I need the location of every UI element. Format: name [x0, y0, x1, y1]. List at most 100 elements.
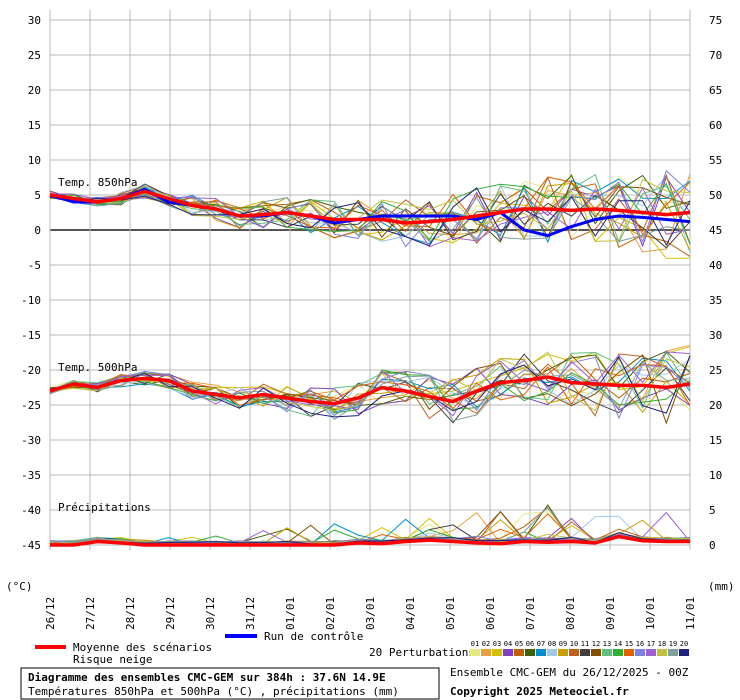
right-tick-label: 75: [709, 14, 722, 27]
member-swatch-07: [536, 649, 546, 656]
member-swatch-06: [525, 649, 535, 656]
panel-label-t850: Temp. 850hPa: [58, 176, 137, 189]
copyright: Copyright 2025 Meteociel.fr: [450, 685, 629, 698]
x-tick-label: 11/01: [684, 597, 697, 630]
x-tick-label: 28/12: [124, 597, 137, 630]
member-swatch-12: [591, 649, 601, 656]
x-tick-label: 07/01: [524, 597, 537, 630]
left-tick-label: -5: [28, 259, 41, 272]
member-number-07: 07: [537, 640, 545, 648]
member-5-t500-line: [49, 354, 691, 404]
x-tick-label: 01/01: [284, 597, 297, 630]
right-tick-label: 10: [709, 469, 722, 482]
member-swatch-08: [547, 649, 557, 656]
left-tick-label: -10: [21, 294, 41, 307]
x-tick-label: 09/01: [604, 597, 617, 630]
member-swatch-04: [503, 649, 513, 656]
right-tick-label: 0: [709, 539, 716, 552]
member-number-13: 13: [603, 640, 611, 648]
left-tick-label: -15: [21, 329, 41, 342]
member-number-12: 12: [592, 640, 600, 648]
member-swatch-03: [492, 649, 502, 656]
x-tick-label: 02/01: [324, 597, 337, 630]
member-number-10: 10: [570, 640, 578, 648]
member-number-06: 06: [526, 640, 534, 648]
member-swatch-14: [613, 649, 623, 656]
plot-grid: [49, 10, 691, 550]
member-swatch-15: [624, 649, 634, 656]
right-tick-label: 15: [709, 434, 722, 447]
member-number-19: 19: [669, 640, 677, 648]
member-number-03: 03: [493, 640, 501, 648]
member-number-14: 14: [614, 640, 622, 648]
left-tick-label: 20: [28, 84, 41, 97]
member-swatch-20: [679, 649, 689, 656]
legend-mean-label: Moyenne des scénarios: [73, 641, 212, 654]
x-tick-label: 26/12: [44, 597, 57, 630]
mean-precip-line: [50, 534, 690, 547]
axis-ticks: 302520151050-5-10-15-20-25-30-35-40-4575…: [21, 14, 722, 630]
member-number-01: 01: [471, 640, 479, 648]
member-number-17: 17: [647, 640, 655, 648]
member-swatch-18: [657, 649, 667, 656]
x-tick-label: 30/12: [204, 597, 217, 630]
member-number-09: 09: [559, 640, 567, 648]
left-tick-label: 25: [28, 49, 41, 62]
left-tick-label: -20: [21, 364, 41, 377]
left-tick-label: 10: [28, 154, 41, 167]
member-18-t500-line: [49, 351, 691, 412]
member-number-02: 02: [482, 640, 490, 648]
x-tick-label: 27/12: [84, 597, 97, 630]
right-tick-label: 30: [709, 329, 722, 342]
member-number-05: 05: [515, 640, 523, 648]
member-number-11: 11: [581, 640, 589, 648]
legend-snow-label: Risque neige: [73, 653, 152, 666]
x-tick-label: 31/12: [244, 597, 257, 630]
member-swatch-19: [668, 649, 678, 656]
member-20-t850-line: [49, 187, 691, 247]
right-tick-label: 5: [709, 504, 716, 517]
main-series-lines: [49, 187, 691, 547]
member-8-t500-line: [49, 359, 691, 417]
run-info: Ensemble CMC-GEM du 26/12/2025 - 00Z: [450, 666, 689, 679]
panel-label-t500: Temp. 500hPa: [58, 361, 137, 374]
member-swatch-01: [470, 649, 480, 656]
member-number-04: 04: [504, 640, 512, 648]
x-tick-label: 29/12: [164, 597, 177, 630]
x-tick-label: 08/01: [564, 597, 577, 630]
left-tick-label: -35: [21, 469, 41, 482]
left-tick-label: 0: [34, 224, 41, 237]
member-swatch-09: [558, 649, 568, 656]
mean-t850-line: [49, 189, 691, 225]
member-swatch-10: [569, 649, 579, 656]
member-6-t500-line: [49, 350, 691, 411]
right-tick-label: 60: [709, 119, 722, 132]
left-tick-label: 5: [34, 189, 41, 202]
member-20-precip-line: [49, 532, 691, 546]
panel-label-precip: Précipitations: [58, 501, 151, 514]
member-number-18: 18: [658, 640, 666, 648]
member-swatch-11: [580, 649, 590, 656]
right-tick-label: 20: [709, 399, 722, 412]
title-box: [20, 667, 440, 700]
right-tick-label: 25: [709, 364, 722, 377]
right-tick-label: 65: [709, 84, 722, 97]
member-number-08: 08: [548, 640, 556, 648]
x-tick-label: 05/01: [444, 597, 457, 630]
x-tick-label: 10/01: [644, 597, 657, 630]
x-tick-label: 03/01: [364, 597, 377, 630]
legend-control-label: Run de contrôle: [264, 630, 363, 643]
left-axis-unit: (°C): [6, 580, 33, 593]
chart-title: Diagramme des ensembles CMC-GEM sur 384h…: [28, 671, 386, 684]
left-tick-label: -30: [21, 434, 41, 447]
right-axis-unit: (mm): [708, 580, 735, 593]
member-swatch-13: [602, 649, 612, 656]
left-tick-label: -25: [21, 399, 41, 412]
right-tick-label: 45: [709, 224, 722, 237]
member-swatch-16: [635, 649, 645, 656]
chart-subtitle: Températures 850hPa et 500hPa (°C) , pré…: [28, 685, 399, 698]
member-swatch-17: [646, 649, 656, 656]
left-tick-label: 30: [28, 14, 41, 27]
legend-perturbations-label: 20 Perturbations: [369, 646, 475, 659]
right-tick-label: 55: [709, 154, 722, 167]
